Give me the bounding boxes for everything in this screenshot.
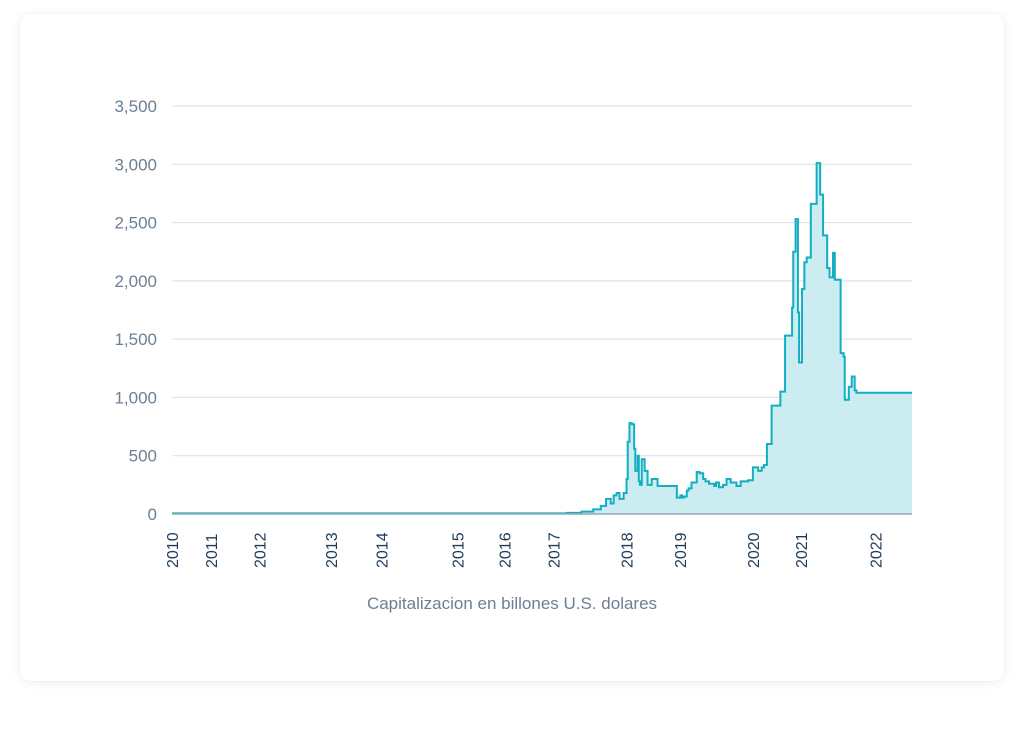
x-axis-label: Capitalizacion en billones U.S. dolares (367, 594, 657, 613)
y-tick-label: 3,500 (114, 97, 157, 116)
y-tick-label: 1,500 (114, 330, 157, 349)
market-cap-chart: 05001,0001,5002,0002,5003,0003,500 2010 2… (0, 0, 1024, 734)
x-tick-label: 2021 (794, 532, 811, 568)
y-tick-label: 500 (129, 447, 157, 466)
y-tick-label: 2,500 (114, 214, 157, 233)
y-tick-label: 0 (148, 505, 157, 524)
x-tick-label: 2010 (165, 532, 182, 568)
x-tick-label: 2012 (253, 532, 270, 568)
x-tick-label: 2022 (869, 532, 886, 568)
x-tick-label: 2013 (324, 532, 341, 568)
x-tick-label: 2014 (374, 532, 391, 568)
x-tick-label: 2020 (746, 532, 763, 568)
x-tick-label: 2018 (620, 532, 637, 568)
x-tick-label: 2017 (546, 532, 563, 568)
y-tick-label: 3,000 (114, 155, 157, 174)
x-tick-label: 2015 (450, 532, 467, 568)
series-area (172, 163, 912, 514)
x-tick-label: 2019 (673, 532, 690, 568)
y-tick-label: 1,000 (114, 388, 157, 407)
area-layer (172, 163, 912, 514)
y-tick-label: 2,000 (114, 272, 157, 291)
x-axis: 2010 2011 2012 2013 2014 2015 2016 2017 2018 2019… (165, 532, 886, 568)
y-axis: 0 500 1,000 1,500 2,000 2,500 3,000 3,500 (114, 97, 157, 524)
x-tick-label: 2011 (204, 533, 221, 568)
x-tick-label: 2016 (497, 532, 514, 568)
